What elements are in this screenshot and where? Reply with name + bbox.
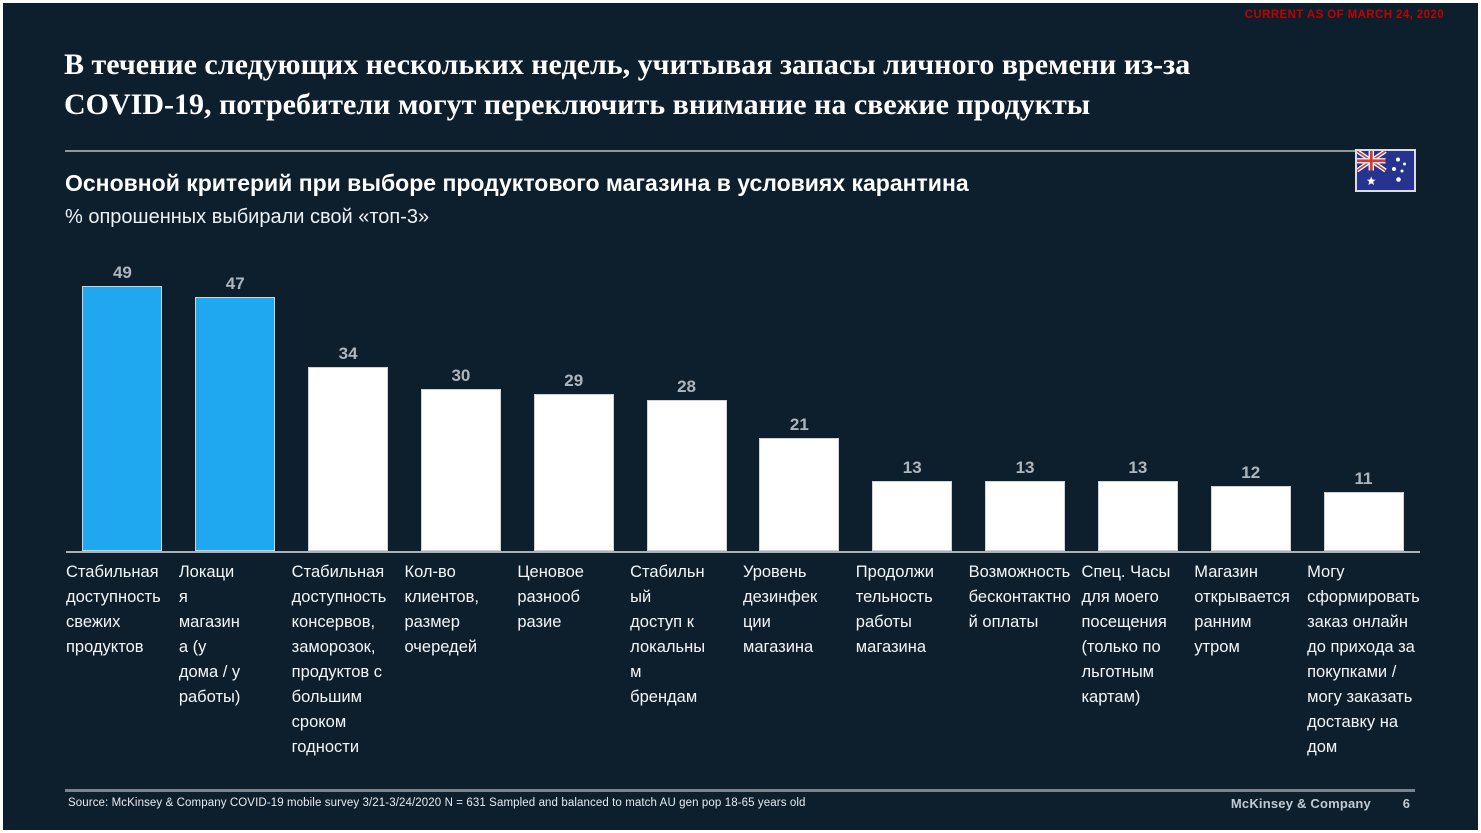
bar bbox=[82, 286, 163, 551]
bar-chart: 49 47 34 30 29 28 21 13 13 13 12 11 bbox=[66, 253, 1420, 551]
x-axis-baseline bbox=[66, 551, 1420, 553]
australia-flag-icon bbox=[1355, 149, 1416, 192]
bar-column: 12 bbox=[1194, 463, 1307, 551]
category-labels-row: Стабильная доступность свежих продуктов Л… bbox=[66, 560, 1420, 760]
bar-value-label: 11 bbox=[1354, 469, 1373, 488]
category-label: Возможность бесконтактно й оплаты bbox=[968, 563, 1071, 631]
title-divider-line bbox=[65, 150, 1415, 152]
bar bbox=[195, 297, 276, 551]
category-label: Продолжи тельность работы магазина bbox=[855, 563, 934, 656]
bar-column: 34 bbox=[292, 344, 405, 551]
bar-value-label: 28 bbox=[677, 377, 697, 396]
bar-value-label: 30 bbox=[451, 366, 471, 385]
bar-value-label: 12 bbox=[1241, 463, 1261, 482]
category-label: Могу сформировать заказ онлайн до приход… bbox=[1307, 563, 1420, 756]
bar bbox=[759, 438, 840, 551]
slide-title: В течение следующих нескольких недель, у… bbox=[64, 48, 1191, 121]
bar-column: 49 bbox=[66, 263, 179, 551]
bar-value-label: 34 bbox=[338, 344, 358, 363]
category-label: Стабильная доступность свежих продуктов bbox=[66, 563, 161, 656]
bar-column: 11 bbox=[1307, 469, 1420, 551]
bar-column: 47 bbox=[179, 274, 292, 551]
bar bbox=[1097, 481, 1178, 551]
category-label: Стабильн ый доступ к локальны м брендам bbox=[630, 563, 706, 706]
footer-divider-line bbox=[65, 789, 1415, 792]
bar-value-label: 29 bbox=[564, 371, 584, 390]
bar bbox=[420, 389, 501, 551]
bar-value-label: 13 bbox=[902, 458, 922, 477]
category-label: Локаци я магазин а (у дома / у работы) bbox=[178, 563, 241, 706]
bar-value-label: 49 bbox=[112, 263, 132, 282]
source-note: Source: McKinsey & Company COVID-19 mobi… bbox=[68, 797, 806, 809]
bar-value-label: 13 bbox=[1015, 458, 1035, 477]
category-label: Уровень дезинфек ции магазина bbox=[742, 563, 818, 656]
current-as-of-stamp: CURRENT AS OF MARCH 24, 2020 bbox=[1244, 9, 1444, 21]
bar-value-label: 21 bbox=[789, 415, 809, 434]
bar-column: 30 bbox=[404, 366, 517, 551]
category-label: Стабильная доступность консервов, заморо… bbox=[291, 563, 387, 756]
bar bbox=[308, 367, 389, 551]
bar bbox=[1323, 492, 1404, 551]
bar-column: 13 bbox=[1081, 458, 1194, 551]
bar-column: 13 bbox=[969, 458, 1082, 551]
bar-column: 28 bbox=[630, 377, 743, 551]
bar-value-label: 13 bbox=[1128, 458, 1148, 477]
bar bbox=[985, 481, 1066, 551]
category-label: Магазин открывается ранним утром bbox=[1194, 563, 1290, 656]
bar-column: 13 bbox=[856, 458, 969, 551]
category-label: Спец. Часы для моего посещения (только п… bbox=[1081, 563, 1171, 706]
slide-background: CURRENT AS OF MARCH 24, 2020 В течение с… bbox=[3, 3, 1478, 830]
bar-value-label: 47 bbox=[225, 274, 245, 293]
category-label: Ценовое разнооб разие bbox=[517, 563, 584, 631]
bar-column: 29 bbox=[517, 371, 630, 551]
page-number: 6 bbox=[1402, 796, 1410, 811]
chart-subtitle: % опрошенных выбирали свой «топ-3» bbox=[65, 206, 430, 228]
bar bbox=[872, 481, 953, 551]
chart-title: Основной критерий при выборе продуктовог… bbox=[65, 170, 969, 196]
bar bbox=[646, 400, 727, 551]
bar bbox=[1210, 486, 1291, 551]
category-label: Кол-во клиентов, размер очередей bbox=[404, 563, 479, 656]
bar bbox=[533, 394, 614, 551]
bar-column: 21 bbox=[743, 415, 856, 551]
mckinsey-brand-label: McKinsey & Company bbox=[1230, 796, 1371, 811]
